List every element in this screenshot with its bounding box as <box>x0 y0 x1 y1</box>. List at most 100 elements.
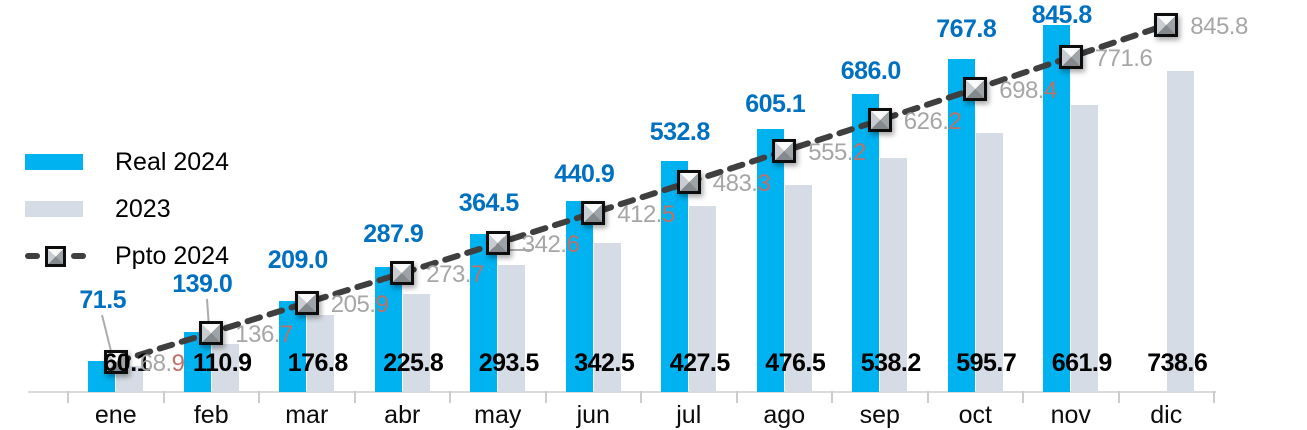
real-2024-value-label: 287.9 <box>363 220 424 249</box>
ppto-dashed-line <box>112 21 1170 366</box>
legend-item-real-2024: Real 2024 <box>25 147 229 176</box>
prev-year-bar <box>1166 71 1194 392</box>
axis-tick <box>926 391 929 403</box>
prev-year-bar <box>689 206 717 392</box>
real-2024-bar <box>661 160 689 392</box>
legend-item-ppto-2024: Ppto 2024 <box>25 241 229 270</box>
real-2024-bar <box>852 94 880 392</box>
month-label: dic <box>1150 401 1183 429</box>
ppto-marker-icon <box>772 139 797 164</box>
month-label: abr <box>384 401 421 429</box>
legend-item-2023: 2023 <box>25 194 229 223</box>
legend-label-2023: 2023 <box>115 194 171 223</box>
ppto-value-label: 342.6 <box>521 231 580 259</box>
real-2024-value-label: 209.0 <box>267 246 329 275</box>
prev-year-value-label: 595.7 <box>956 349 1017 377</box>
ppto-marker-icon <box>294 290 319 315</box>
prev-year-bar <box>1071 104 1099 392</box>
month-label: mar <box>285 401 329 429</box>
prev-year-bar <box>593 243 621 392</box>
ppto-marker-icon <box>581 200 606 225</box>
real-2024-bar <box>279 301 307 392</box>
real-2024-bar <box>1043 24 1071 392</box>
axis-tick <box>1213 391 1215 403</box>
real-2024-value-label: 532.8 <box>649 117 711 146</box>
prev-year-value-label: 60.1 <box>103 349 151 377</box>
month-label: jun <box>576 401 610 429</box>
axis-tick <box>831 391 833 403</box>
prev-year-value-label: 661.9 <box>1051 349 1113 377</box>
prev-year-value-label: 110.9 <box>192 349 252 377</box>
ppto-value-label: 136.7 <box>235 320 293 348</box>
month-label: ago <box>763 401 806 429</box>
ppto-marker-icon <box>1058 45 1083 70</box>
real-2024-bar <box>947 58 975 392</box>
dash-icon <box>25 253 40 259</box>
ppto-value-label: 626.2 <box>903 108 962 136</box>
prev-year-value-label: 476.5 <box>765 349 826 377</box>
real-2024-bar <box>565 200 593 392</box>
ppto-marker-icon <box>103 350 128 375</box>
prev-year-bar <box>784 185 812 392</box>
prev-year-value-label: 538.2 <box>860 349 922 377</box>
axis-tick <box>1117 391 1120 403</box>
axis-tick <box>544 391 547 403</box>
prev-year-value-label: 738.6 <box>1147 349 1208 377</box>
ppto-value-label: 205.9 <box>330 290 389 318</box>
axis-tick <box>735 391 738 403</box>
real-2024-value-label: 440.9 <box>554 159 615 188</box>
axis-tick <box>1022 391 1024 403</box>
prev-year-bar <box>307 315 335 392</box>
ppto-value-label: 273.7 <box>426 261 484 289</box>
axis-tick <box>353 391 356 403</box>
month-label: may <box>474 401 522 429</box>
month-label: sep <box>859 401 900 429</box>
prev-year-bar <box>498 264 526 392</box>
month-label: ene <box>94 401 137 429</box>
ppto-marker-icon <box>485 231 510 256</box>
real-2024-value-label: 364.5 <box>458 188 520 217</box>
ppto-marker-icon <box>963 76 988 101</box>
prev-year-bar <box>880 158 908 392</box>
legend: Real 2024 2023 Ppto 2024 <box>25 147 229 291</box>
prev-year-value-label: 293.5 <box>478 349 540 377</box>
real-2024-value-label: 845.8 <box>1031 0 1093 29</box>
ppto-marker-icon <box>390 261 415 286</box>
axis-tick <box>258 391 260 403</box>
month-label: feb <box>193 401 229 429</box>
axis-tick <box>67 391 69 403</box>
legend-ppto-line-sample <box>25 245 115 267</box>
ppto-value-label: 555.2 <box>808 139 866 167</box>
ppto-value-label: 698.4 <box>999 76 1057 104</box>
ppto-value-label: 68.9 <box>139 350 185 378</box>
axis-tick <box>640 391 642 403</box>
prev-year-bar <box>402 294 430 392</box>
axis-tick <box>449 391 451 403</box>
real-2024-value-label: 767.8 <box>936 14 997 43</box>
ppto-value-label: 845.8 <box>1190 12 1248 40</box>
prev-year-value-label: 427.5 <box>669 349 731 377</box>
legend-swatch-real-2024 <box>25 154 83 170</box>
real-2024-value-label: 605.1 <box>745 90 806 119</box>
ppto-marker-icon <box>1154 12 1179 37</box>
prev-year-value-label: 225.8 <box>383 349 444 377</box>
prev-year-bar <box>975 133 1003 392</box>
legend-label-ppto-2024: Ppto 2024 <box>115 241 229 270</box>
month-label: jul <box>676 401 702 429</box>
leader-line <box>509 249 531 251</box>
ppto-value-label: 483.3 <box>712 170 771 198</box>
legend-label-real-2024: Real 2024 <box>115 147 229 176</box>
ppto-marker-icon <box>867 108 892 133</box>
month-label: oct <box>958 401 992 429</box>
real-2024-bar <box>470 233 498 392</box>
real-2024-bar <box>756 129 784 392</box>
prev-year-bar <box>211 343 239 392</box>
ppto-marker-icon <box>199 320 224 345</box>
ppto-value-label: 412.5 <box>617 200 675 228</box>
real-2024-value-label: 686.0 <box>840 57 902 86</box>
axis-tick <box>162 391 165 403</box>
legend-swatch-2023 <box>25 201 83 217</box>
dash-icon <box>71 253 86 259</box>
prev-year-value-label: 342.5 <box>574 349 635 377</box>
